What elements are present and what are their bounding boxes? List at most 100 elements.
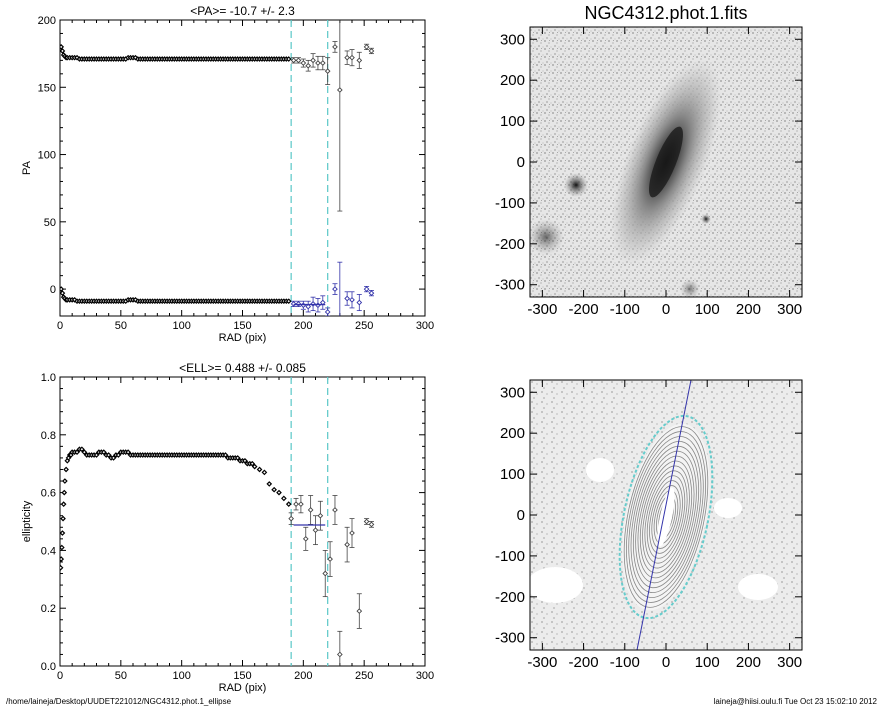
pa-data-point: [356, 57, 363, 64]
img-frame: [529, 26, 803, 298]
ell-data-point: [60, 556, 65, 562]
pa-y-tick-label: 100: [38, 150, 56, 162]
isophote-contour: [626, 431, 706, 603]
pa-data-point: [344, 54, 350, 61]
pa-data-point: [336, 87, 343, 93]
pa-data-point: [295, 301, 302, 307]
contour-y-tick-label: -200: [495, 589, 525, 606]
pa-y-tick-label: 150: [38, 82, 56, 94]
pa-data-point: [300, 60, 307, 66]
img-y-tick-label: -300: [495, 277, 525, 294]
img-y-tick-label: 200: [500, 72, 525, 89]
ell-data-point: [256, 466, 263, 473]
pa-data-point: [319, 60, 326, 66]
ell-data-point: [356, 608, 363, 614]
ell-x-tick-label: 50: [115, 670, 127, 682]
pa-data-point: [363, 286, 370, 292]
file-path: /home/laineja/Desktop/UUDET221012/NGC431…: [6, 697, 232, 706]
img-y-tick-label: 0: [517, 154, 525, 171]
ell-x-tick-label: 200: [294, 670, 312, 682]
contour-y-tick-label: 100: [500, 466, 525, 483]
img-x-tick-label: 0: [662, 301, 670, 318]
image-frame: [528, 27, 802, 299]
img-x-tick-label: -300: [527, 301, 557, 318]
foreground-star: [564, 173, 588, 197]
masked-region: [586, 458, 614, 482]
ell-data-point: [302, 536, 309, 542]
foreground-star: [528, 219, 564, 255]
ell-data-point: [105, 452, 112, 458]
pa-data-point: [368, 48, 375, 54]
ell-data-point: [317, 512, 324, 519]
pa-data-point: [310, 57, 316, 64]
isophote-contour: [639, 460, 693, 574]
ell-data-point: [60, 501, 67, 508]
isophote-contour: [630, 440, 702, 594]
pa-data-point: [344, 295, 350, 302]
pa-y-axis-label: PA: [21, 160, 33, 175]
ell-data-point: [79, 446, 85, 453]
pa-data-point: [60, 286, 65, 292]
isophote-contour: [649, 480, 683, 554]
ell-data-point: [336, 651, 343, 658]
ell-data-area: [60, 446, 375, 666]
pa-data-point: [315, 302, 321, 309]
outer-ellipse-fit: [618, 414, 714, 620]
ell-data-point: [100, 449, 107, 455]
pa-title: <PA>= -10.7 +/- 2.3: [190, 4, 295, 18]
ell-data-point: [63, 466, 69, 473]
isophote-contour: [644, 470, 688, 564]
ell-data-point: [322, 570, 329, 577]
pa-data-point: [290, 301, 297, 307]
pa-data-point: [295, 57, 302, 64]
image-title: NGC4312.phot.1.fits: [584, 3, 747, 23]
pa-data-point: [363, 44, 370, 50]
pa-y-tick-label: 0: [50, 284, 56, 296]
ell-y-axis-label: ellipticity: [21, 500, 33, 542]
ell-data-point: [363, 518, 370, 525]
isophote-contour: [628, 436, 704, 598]
pa-data-point: [368, 290, 375, 296]
pa-x-tick-label: 150: [233, 320, 251, 332]
ell-data-point: [74, 449, 80, 455]
masked-region: [738, 574, 778, 600]
ell-data-point: [276, 489, 282, 496]
contour-area: [530, 380, 802, 650]
ell-y-tick-label: 1.0: [41, 372, 56, 384]
contour-y-tick-label: 300: [500, 384, 525, 401]
ell-data-point: [332, 507, 338, 513]
ell-data-point: [266, 481, 273, 487]
ell-data-point: [115, 452, 122, 458]
isophote-contour: [651, 485, 681, 549]
ell-data-point: [125, 449, 131, 455]
ell-data-point: [60, 544, 65, 551]
ell-x-tick-label: 300: [416, 670, 434, 682]
ell-data-point: [344, 541, 350, 548]
ell-x-tick-label: 250: [355, 670, 373, 682]
pa-data-point: [332, 44, 338, 50]
pa-data-point: [285, 56, 292, 62]
position-angle-line: [636, 380, 692, 650]
ell-data-point: [312, 527, 319, 534]
ell-x-axis-label: RAD (pix): [219, 682, 267, 694]
contour-y-tick-label: -300: [495, 630, 525, 647]
pa-data-point: [356, 299, 363, 306]
ell-data-point: [285, 501, 292, 508]
pa-data-point: [71, 297, 78, 303]
ell-x-tick-label: 150: [233, 670, 251, 682]
img-x-tick-label: -200: [569, 301, 599, 318]
masked-region: [530, 567, 583, 603]
galaxy-image-panel: NGC4312.phot.1.fits -300 -200 -100 0 100 200 30…: [495, 3, 803, 318]
ell-data-point: [93, 452, 100, 458]
pa-data-point: [290, 57, 297, 64]
img-x-tick-label: 100: [695, 301, 720, 318]
contour-x-tick-label: -100: [610, 654, 640, 671]
contour-x-tick-label: -200: [569, 654, 599, 671]
pa-x-axis-label: RAD (pix): [219, 332, 267, 344]
pa-data-point: [349, 297, 355, 303]
pa-data-point: [60, 44, 65, 50]
masked-region: [714, 498, 742, 518]
pa-data-point: [332, 286, 338, 292]
ell-data-point: [261, 469, 268, 476]
contour-x-tick-label: 100: [695, 654, 720, 671]
